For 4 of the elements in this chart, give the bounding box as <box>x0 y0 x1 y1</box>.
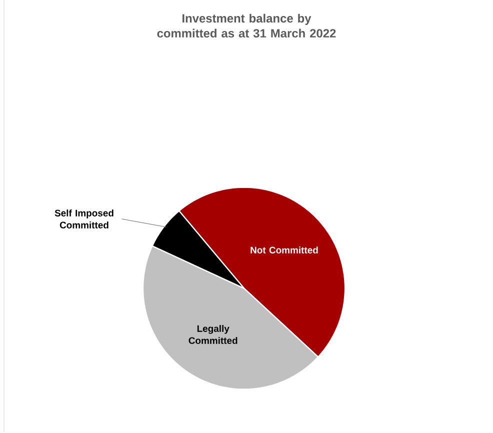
chart-title: Investment balance by committed as at 31 March 2022 <box>157 14 336 38</box>
slice-label: Self Imposed Committed <box>54 210 114 229</box>
slice-label: Legally Committed <box>188 325 238 344</box>
slice-label: Not Committed <box>250 246 318 254</box>
